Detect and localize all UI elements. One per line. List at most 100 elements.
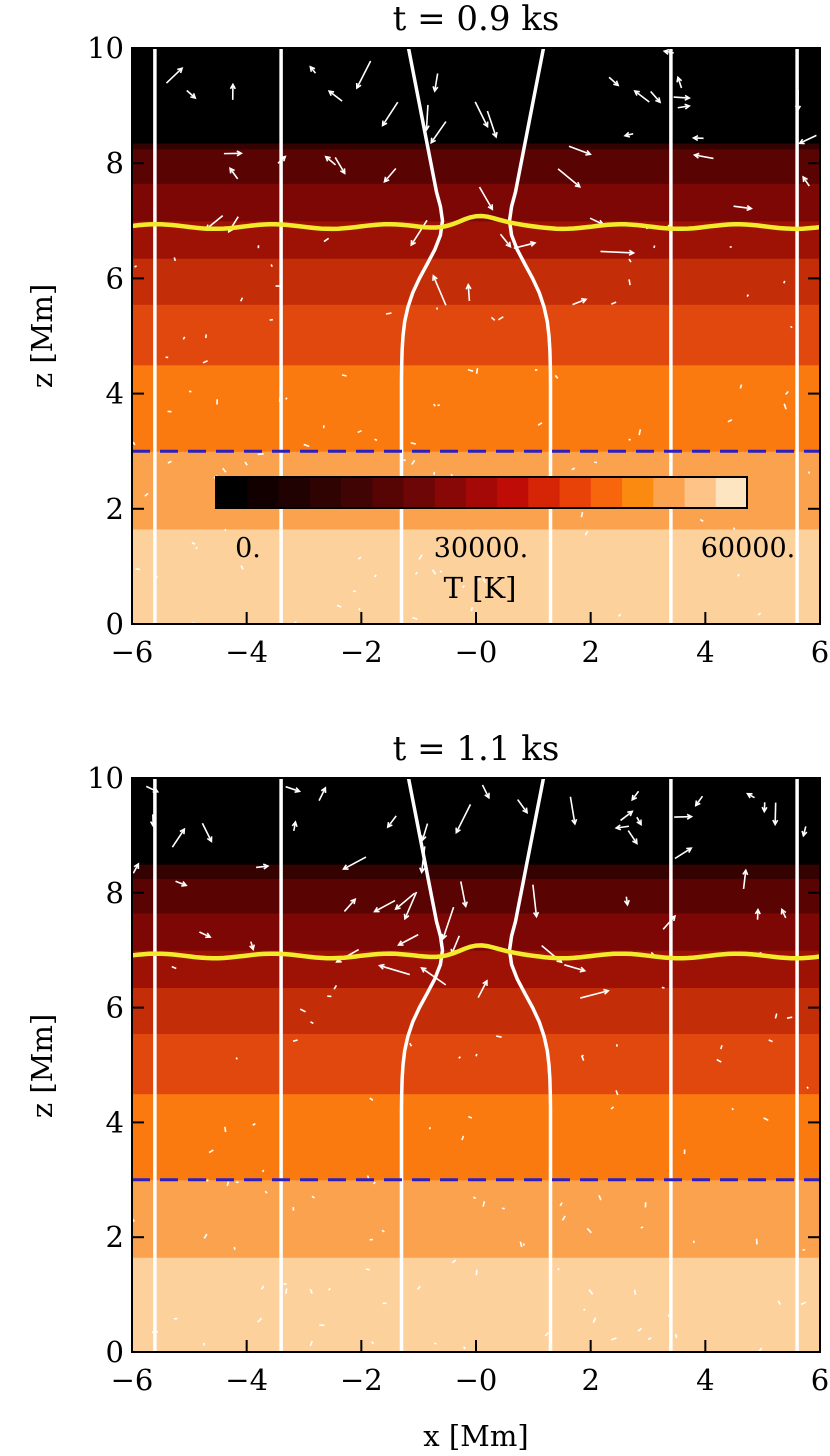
- velocity-arrow: [482, 1201, 486, 1207]
- y-tick-label: 8: [106, 876, 124, 910]
- velocity-arrow: [633, 1289, 637, 1295]
- velocity-arrow: [746, 294, 750, 298]
- velocity-arrow-head: [692, 152, 700, 159]
- velocity-arrow: [544, 1332, 549, 1337]
- velocity-arrow-head: [355, 82, 362, 90]
- velocity-arrow-head: [522, 807, 529, 814]
- x-tick-label: 6: [811, 635, 829, 669]
- velocity-arrow-head: [339, 168, 346, 175]
- velocity-arrow: [537, 422, 543, 426]
- velocity-arrow: [674, 847, 692, 860]
- velocity-arrow-head: [419, 867, 426, 874]
- colorbar-tick-label-mid: 30000.: [434, 533, 528, 564]
- colorbar-tick-label-min: 0.: [235, 533, 261, 564]
- velocity-arrow: [336, 604, 342, 608]
- y-tick-label: 8: [106, 146, 124, 180]
- velocity-arrow: [458, 1056, 461, 1059]
- temperature-band: [132, 258, 820, 305]
- velocity-arrow: [490, 316, 496, 321]
- velocity-arrow: [628, 279, 631, 286]
- velocity-arrow: [673, 96, 690, 99]
- velocity-arrow: [410, 441, 417, 445]
- x-tick-label: −6: [111, 1363, 154, 1397]
- velocity-arrow: [474, 101, 489, 127]
- velocity-arrow-head: [484, 792, 490, 800]
- velocity-arrow: [719, 1044, 723, 1050]
- velocity-arrow: [239, 297, 244, 302]
- velocity-arrow: [789, 325, 793, 329]
- velocity-arrow: [285, 785, 300, 793]
- colorbar-tick-label-max: 60000.: [701, 533, 795, 564]
- temperature-band: [132, 148, 820, 184]
- velocity-arrow: [638, 429, 642, 436]
- x-tick-label: 2: [581, 635, 599, 669]
- velocity-arrow: [564, 964, 585, 972]
- velocity-arrow: [411, 459, 416, 465]
- velocity-arrow-head: [482, 121, 489, 129]
- velocity-arrow: [311, 1195, 315, 1199]
- velocity-arrow: [799, 134, 817, 144]
- velocity-arrow-head: [350, 897, 357, 905]
- velocity-arrow: [451, 935, 461, 955]
- velocity-arrow: [640, 1226, 644, 1229]
- velocity-arrow: [475, 1053, 478, 1057]
- x-tick-label: −6: [111, 635, 154, 669]
- velocity-arrow-head: [378, 963, 385, 970]
- velocity-arrow: [333, 985, 338, 990]
- colorbar-swatch: [653, 477, 686, 508]
- velocity-arrow: [468, 1115, 473, 1119]
- colorbar-swatch: [590, 477, 623, 508]
- velocity-arrow-head: [327, 90, 335, 97]
- velocity-arrow: [132, 863, 140, 874]
- velocity-arrow: [425, 104, 429, 130]
- velocity-arrow: [467, 284, 471, 302]
- velocity-arrow: [557, 168, 581, 188]
- velocity-arrow: [182, 336, 186, 340]
- velocity-arrow-head: [206, 836, 213, 843]
- y-tick-label: 0: [106, 607, 124, 641]
- velocity-arrow: [554, 374, 559, 379]
- velocity-arrow-head: [432, 274, 438, 281]
- velocity-arrow-head: [631, 794, 638, 802]
- panel-1: t = 0.9 ks 0. 30000. 60000. T [K] −6 −4 −2…: [25, 0, 829, 669]
- panel-1-title: t = 0.9 ks: [393, 0, 560, 39]
- temperature-band: [132, 864, 820, 879]
- x-tick-label: −0: [455, 635, 498, 669]
- panel-1-velocity-arrows: [132, 48, 817, 624]
- velocity-arrow: [455, 804, 472, 833]
- velocity-arrow: [727, 418, 733, 423]
- x-tick-label: −2: [340, 1363, 383, 1397]
- colorbar-swatch: [559, 477, 592, 508]
- temperature-band: [132, 364, 820, 452]
- velocity-arrow: [758, 1347, 763, 1352]
- velocity-arrow: [634, 90, 650, 103]
- velocity-arrow: [370, 1340, 375, 1345]
- velocity-arrow-head: [684, 94, 691, 101]
- velocity-arrow: [373, 574, 377, 578]
- velocity-arrow: [202, 360, 208, 364]
- velocity-arrow-head: [798, 138, 805, 145]
- velocity-arrow: [418, 554, 423, 560]
- velocity-arrow: [421, 967, 447, 986]
- velocity-arrow: [167, 460, 172, 464]
- velocity-arrow-head: [432, 86, 439, 93]
- velocity-arrow: [637, 1327, 643, 1332]
- colorbar-swatch: [278, 477, 311, 508]
- velocity-arrow-head: [410, 239, 417, 247]
- velocity-arrow-head: [529, 240, 537, 247]
- velocity-arrow: [430, 121, 447, 144]
- velocity-arrow-head: [628, 249, 636, 256]
- velocity-arrow: [171, 828, 185, 848]
- velocity-arrow-head: [772, 819, 779, 827]
- velocity-arrow: [615, 1090, 619, 1096]
- velocity-arrow: [261, 1169, 265, 1173]
- colorbar-label: T [K]: [444, 571, 517, 605]
- velocity-arrow: [224, 528, 227, 532]
- velocity-arrow: [561, 1215, 566, 1221]
- velocity-arrow-head: [420, 966, 427, 973]
- velocity-arrow: [325, 156, 337, 166]
- velocity-arrow: [257, 1317, 263, 1323]
- x-tick-label: 2: [581, 1363, 599, 1397]
- velocity-arrow: [600, 250, 634, 254]
